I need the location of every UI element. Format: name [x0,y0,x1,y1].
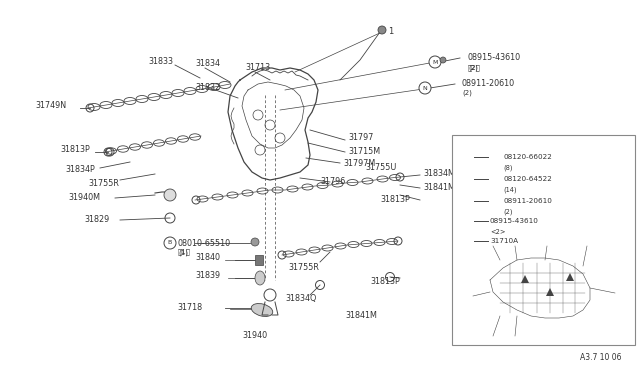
Text: 31755R: 31755R [88,179,119,187]
Text: B: B [168,241,172,246]
Ellipse shape [252,304,273,317]
Circle shape [440,57,446,63]
Text: 31749N: 31749N [35,102,66,110]
Text: 08120-66022: 08120-66022 [503,154,552,160]
Text: 31840: 31840 [195,253,220,263]
Text: (2): (2) [462,90,472,96]
Text: 08915-43610: 08915-43610 [490,218,539,224]
Circle shape [378,26,386,34]
Text: N: N [493,199,497,203]
Polygon shape [546,288,554,296]
Circle shape [429,56,441,68]
Circle shape [251,238,259,246]
Text: 31813P: 31813P [60,145,90,154]
Text: 08911-20610: 08911-20610 [503,198,552,204]
Text: 31940: 31940 [243,330,268,340]
Text: M: M [432,60,438,64]
Text: 31755U: 31755U [365,164,396,173]
Text: 31833: 31833 [148,58,173,67]
Text: (8): (8) [503,165,513,171]
Text: 31841M: 31841M [345,311,377,320]
Polygon shape [488,331,498,340]
Text: 31834: 31834 [195,60,220,68]
Polygon shape [566,273,574,281]
Circle shape [490,173,500,185]
Text: 08915-43610: 08915-43610 [468,54,521,62]
Text: N: N [422,86,428,90]
Text: 31940M: 31940M [68,193,100,202]
Text: M: M [464,218,468,224]
Text: 31718: 31718 [177,304,202,312]
Circle shape [164,237,176,249]
Text: <2>: <2> [490,229,506,235]
Text: 31710A: 31710A [490,238,518,244]
Circle shape [490,196,500,206]
Text: 31813P: 31813P [370,278,400,286]
Text: (2): (2) [503,209,513,215]
Circle shape [461,215,472,227]
Text: 31713: 31713 [245,64,270,73]
Bar [584,243,590,249]
Text: 31834M: 31834M [423,169,455,177]
Bar [255,255,263,265]
Text: 〲2〳: 〲2〳 [468,65,481,71]
Text: 31796: 31796 [320,177,345,186]
Text: 1: 1 [388,28,393,36]
Polygon shape [521,275,529,283]
Text: 31834P: 31834P [65,166,95,174]
Text: 31839: 31839 [195,272,220,280]
Text: 08911-20610: 08911-20610 [462,80,515,89]
Text: (1): (1) [178,250,188,256]
Circle shape [164,189,176,201]
Text: B: B [493,154,497,160]
Text: (2): (2) [468,65,478,71]
Text: (14): (14) [503,187,516,193]
Ellipse shape [255,271,265,285]
Text: B: B [493,176,497,182]
Text: 31841M: 31841M [423,183,455,192]
Bar [452,135,635,345]
Circle shape [490,151,500,163]
Bar [463,198,469,204]
Text: 31832: 31832 [195,83,220,93]
Text: 31715M: 31715M [348,148,380,157]
Text: A3.7 10 06: A3.7 10 06 [580,353,621,362]
Text: 31755R: 31755R [288,263,319,273]
Text: 31829: 31829 [84,215,109,224]
Text: 31813P: 31813P [380,196,410,205]
Text: 08010-65510: 08010-65510 [178,238,231,247]
Polygon shape [461,236,471,244]
Text: 、1、: 、1、 [178,249,191,255]
Bar [470,293,476,299]
Text: 31834Q: 31834Q [285,294,316,302]
Text: 08120-64522: 08120-64522 [503,176,552,182]
Circle shape [419,82,431,94]
Text: 31797: 31797 [348,134,373,142]
Text: 31797M: 31797M [343,158,375,167]
